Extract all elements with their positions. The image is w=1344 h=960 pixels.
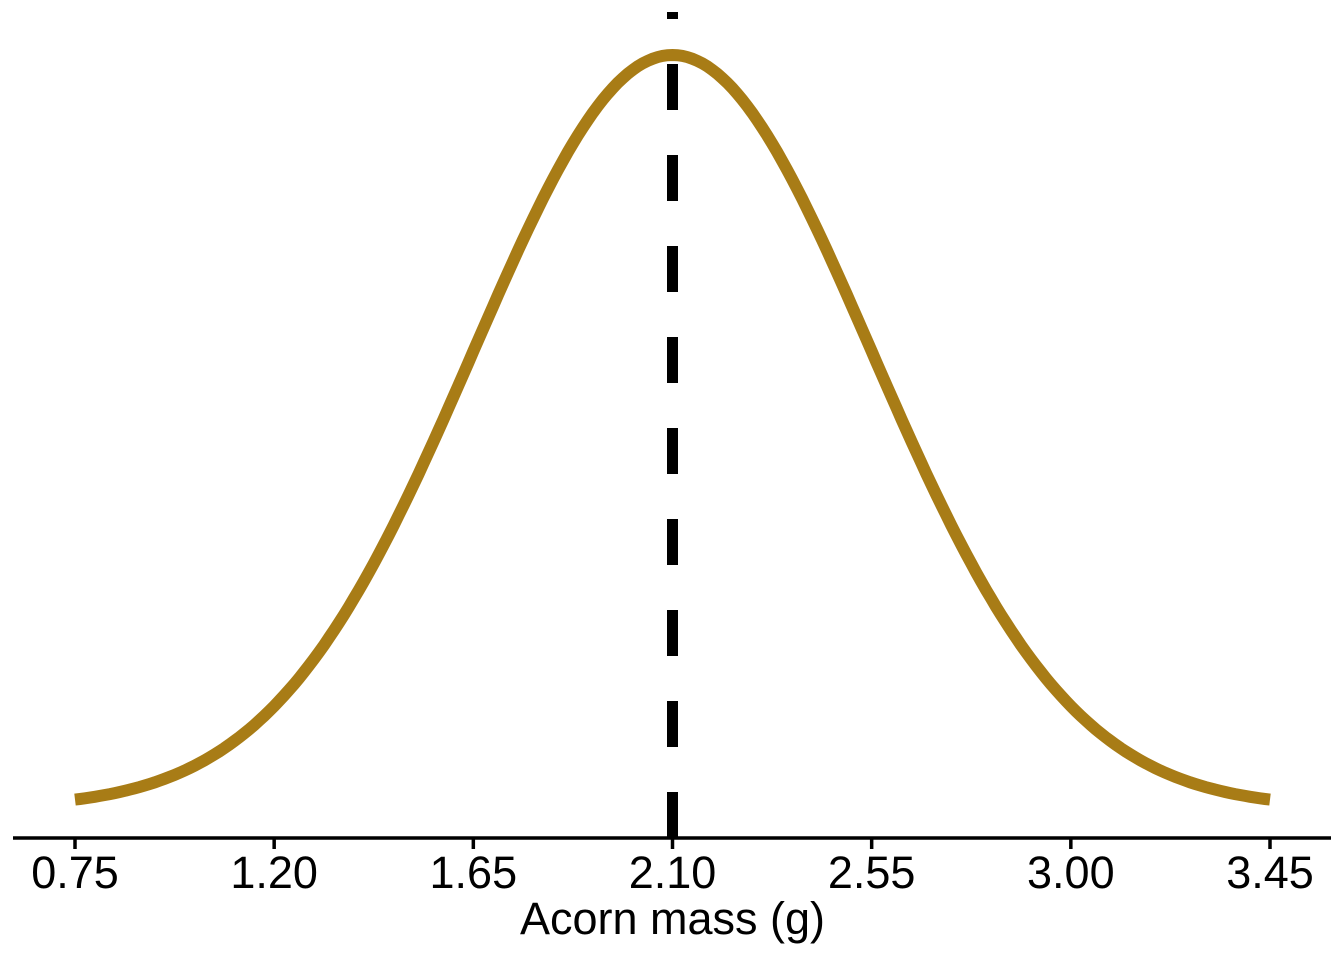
x-tick-label: 2.55	[828, 847, 916, 898]
x-tick-label: 1.20	[230, 847, 318, 898]
density-curve	[74, 48, 1271, 806]
x-tick-label: 0.75	[31, 847, 119, 898]
x-tick-label: 3.45	[1226, 847, 1314, 898]
x-tick-label: 1.65	[430, 847, 518, 898]
x-axis-title: Acorn mass (g)	[520, 893, 825, 944]
x-tick-label: 3.00	[1027, 847, 1115, 898]
x-tick-label: 2.10	[629, 847, 717, 898]
